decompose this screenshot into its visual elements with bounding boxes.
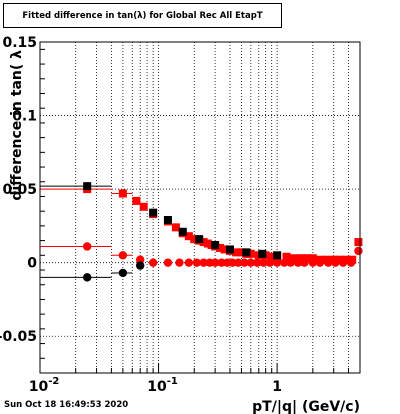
- data-point-circle: [192, 258, 201, 267]
- data-point-circle: [82, 242, 92, 251]
- data-point-square: [178, 227, 187, 236]
- data-point-circle: [148, 258, 158, 267]
- data-point-square: [118, 189, 127, 198]
- y-tick-label: 0: [27, 256, 37, 272]
- data-point-circle: [135, 261, 145, 270]
- data-point-square: [246, 249, 255, 258]
- data-point-square: [149, 208, 158, 217]
- data-point-square: [354, 238, 363, 247]
- data-point-circle: [308, 258, 318, 267]
- data-point-square: [290, 254, 299, 263]
- data-point-square: [258, 249, 267, 258]
- data-point-square: [163, 216, 172, 225]
- axis-ticks: [39, 48, 361, 374]
- data-point-square: [282, 252, 291, 261]
- x-tick-label: 1: [272, 379, 282, 395]
- x-tick-base: 1: [272, 379, 282, 395]
- data-point-circle: [246, 258, 256, 267]
- y-axis-label: difference in tan( λ: [9, 50, 25, 201]
- data-point-square: [171, 223, 180, 232]
- data-point-circle: [272, 258, 282, 267]
- data-point-circle: [293, 258, 303, 267]
- data-point-circle: [346, 258, 356, 267]
- data-point-circle: [331, 258, 340, 267]
- data-point-square: [190, 235, 199, 244]
- data-point-square: [225, 245, 234, 254]
- data-point-square: [232, 248, 241, 257]
- series-square-red: [40, 185, 363, 264]
- x-tick-label: 10-2: [29, 376, 60, 395]
- data-point-circle: [234, 258, 243, 267]
- data-point-circle: [324, 258, 333, 267]
- data-point-circle: [163, 258, 173, 267]
- grid-lines: [40, 42, 360, 373]
- data-point-square: [220, 245, 229, 254]
- data-point-circle: [228, 258, 237, 267]
- data-point-circle: [259, 258, 268, 267]
- data-point-circle: [338, 258, 348, 267]
- timestamp-footer: Sun Oct 18 16:49:53 2020: [4, 400, 129, 410]
- data-point-circle: [184, 258, 194, 267]
- data-point-square: [237, 248, 246, 257]
- data-point-square: [308, 254, 317, 263]
- data-point-circle: [354, 246, 363, 256]
- series-circle-black: [40, 261, 145, 282]
- data-point-circle: [315, 258, 325, 267]
- plot-frame: [39, 41, 361, 374]
- x-tick-label: 10-1: [147, 376, 178, 395]
- x-axis-label: pT/|q| (GeV/c): [252, 399, 360, 414]
- y-tick-label: 0.15: [2, 35, 37, 51]
- data-point-square: [242, 248, 251, 257]
- y-tick-label: 0.05: [2, 182, 37, 198]
- data-point-square: [184, 232, 193, 241]
- x-tick-base: 10: [147, 379, 167, 395]
- chart-title: Fitted difference in tan(λ) for Global R…: [3, 3, 282, 28]
- data-point-circle: [253, 258, 262, 267]
- data-point-circle: [265, 258, 275, 267]
- series-circle-red: [40, 242, 363, 267]
- data-point-circle: [300, 258, 309, 267]
- x-tick-base: 10: [29, 379, 49, 395]
- data-point-square: [297, 254, 306, 263]
- data-point-square: [303, 254, 312, 263]
- data-point-circle: [280, 258, 289, 267]
- y-tick-label: -0.05: [0, 329, 37, 345]
- data-point-square: [132, 196, 141, 205]
- data-point-square: [83, 182, 92, 191]
- data-point-square: [273, 251, 282, 260]
- data-point-circle: [118, 268, 128, 278]
- data-point-square: [267, 252, 276, 261]
- data-point-square: [211, 241, 220, 250]
- data-point-square: [199, 238, 208, 247]
- series-square-black: [40, 182, 282, 260]
- data-point-circle: [199, 258, 208, 267]
- data-point-circle: [240, 258, 249, 267]
- data-point-circle: [210, 258, 220, 267]
- data-point-circle: [118, 251, 128, 260]
- data-point-square: [216, 243, 225, 252]
- data-point-circle: [82, 273, 92, 282]
- data-point-circle: [286, 258, 295, 267]
- data-point-circle: [135, 255, 145, 264]
- x-tick-exponent: -2: [48, 376, 59, 387]
- data-point-square: [139, 202, 148, 211]
- data-point-circle: [175, 258, 184, 267]
- data-point-square: [195, 235, 204, 244]
- x-tick-exponent: -1: [167, 376, 178, 387]
- series-layer: [40, 182, 363, 282]
- y-tick-label: 0.1: [12, 109, 37, 125]
